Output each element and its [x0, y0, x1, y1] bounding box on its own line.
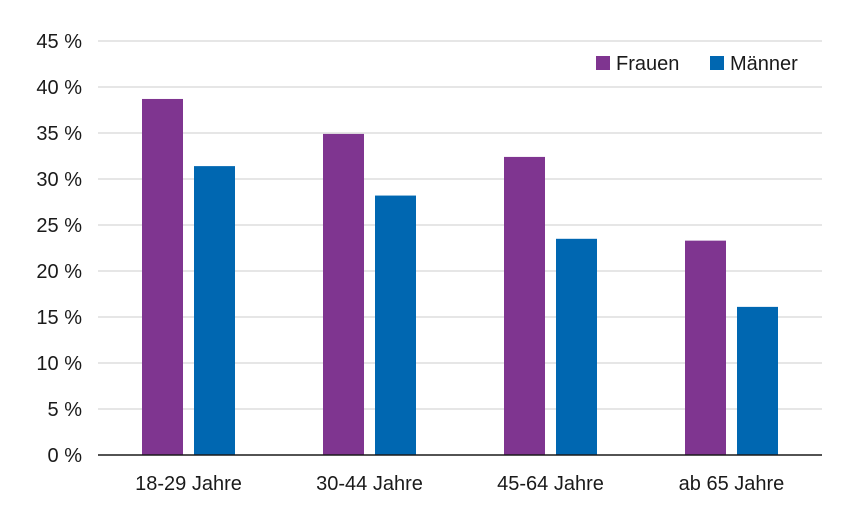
- bars: [142, 98, 778, 456]
- bar-frauen: [685, 240, 726, 455]
- y-tick-label: 40 %: [36, 77, 82, 99]
- bar-frauen: [323, 133, 364, 456]
- bar-frauen: [142, 98, 183, 456]
- y-tick-label: 15 %: [36, 307, 82, 329]
- bar-maenner: [194, 166, 235, 455]
- y-tick-label: 0 %: [48, 445, 83, 467]
- y-tick-label: 45 %: [36, 31, 82, 53]
- y-tick-label: 35 %: [36, 123, 82, 145]
- legend-label: Männer: [730, 53, 798, 75]
- y-tick-label: 10 %: [36, 353, 82, 375]
- y-tick-label: 5 %: [48, 399, 83, 421]
- y-tick-label: 25 %: [36, 215, 82, 237]
- legend-label: Frauen: [616, 53, 679, 75]
- bar-maenner: [375, 195, 416, 455]
- x-tick-label: ab 65 Jahre: [679, 473, 785, 495]
- y-tick-label: 20 %: [36, 261, 82, 283]
- y-tick-label: 30 %: [36, 169, 82, 191]
- x-axis: 18-29 Jahre 30-44 Jahre 45-64 Jahre ab 65 J…: [98, 454, 822, 495]
- x-tick-label: 30-44 Jahre: [316, 473, 423, 495]
- bar-maenner: [556, 238, 597, 455]
- legend-swatch: [710, 56, 724, 70]
- x-tick-label: 18-29 Jahre: [135, 473, 242, 495]
- legend: Frauen Männer: [596, 53, 798, 75]
- legend-swatch: [596, 56, 610, 70]
- y-axis: 0 % 5 % 10 % 15 % 20 % 25 % 30 % 35 % 40 % 45 %: [36, 31, 82, 467]
- bar-frauen: [504, 156, 545, 456]
- x-tick-label: 45-64 Jahre: [497, 473, 604, 495]
- bar-maenner: [737, 306, 778, 455]
